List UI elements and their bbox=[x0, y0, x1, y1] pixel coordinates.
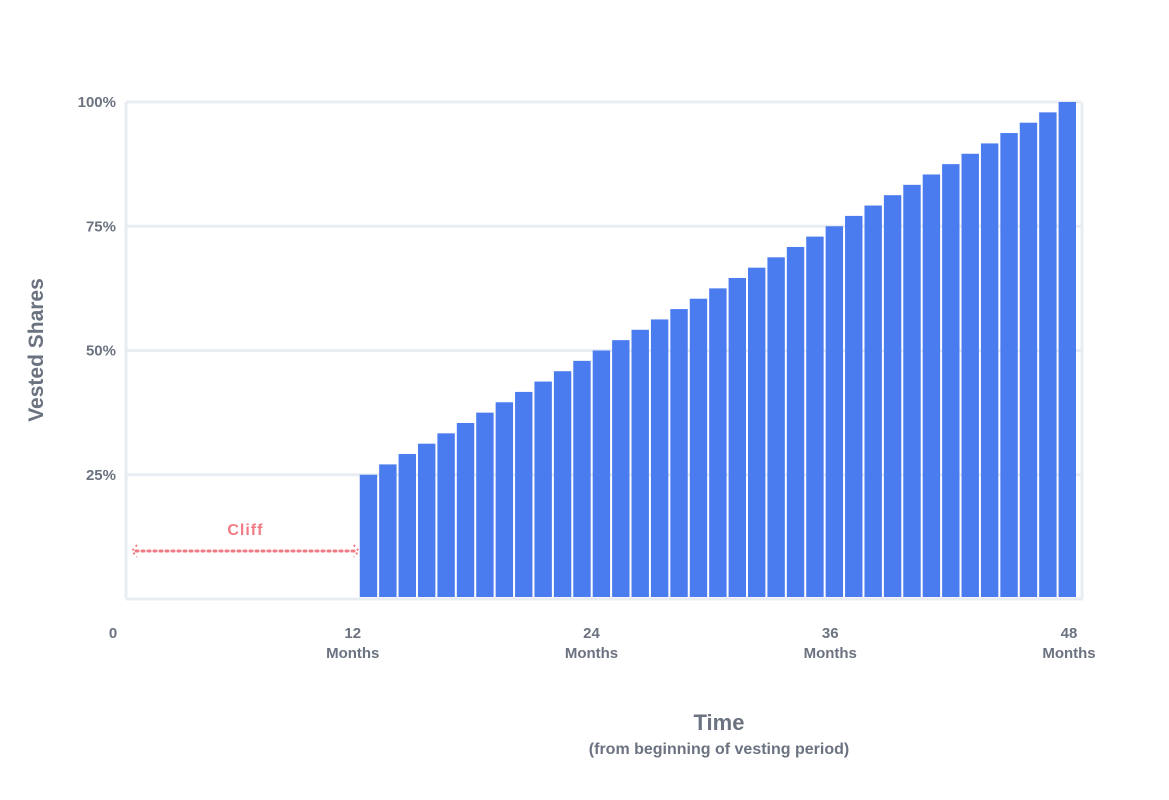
y-tick-label: 25% bbox=[86, 467, 116, 484]
cliff-label: Cliff bbox=[227, 522, 263, 539]
bar bbox=[379, 464, 397, 597]
x-tick-label: 36 bbox=[822, 625, 839, 642]
bar bbox=[922, 174, 941, 598]
y-tick-labels: 25% 50% 75% 100% bbox=[78, 94, 116, 484]
x-tick-label: 12 bbox=[344, 625, 361, 642]
x-tick-sublabel: Months bbox=[1042, 645, 1095, 662]
bar bbox=[709, 288, 727, 598]
bar bbox=[1058, 102, 1076, 597]
x-tick-label: 24 bbox=[583, 625, 600, 642]
x-axis-subtitle: (from beginning of vesting period) bbox=[589, 741, 849, 758]
bar bbox=[845, 215, 863, 597]
y-tick-label: 75% bbox=[86, 218, 116, 235]
bar bbox=[573, 360, 591, 597]
bar bbox=[398, 454, 416, 597]
bar bbox=[942, 164, 960, 598]
bar bbox=[961, 153, 979, 597]
cliff-annotation: Cliff bbox=[130, 522, 361, 558]
x-tick-sublabel: Months bbox=[804, 645, 857, 662]
y-axis-title: Vested Shares bbox=[25, 278, 48, 422]
bar bbox=[864, 205, 882, 598]
bar bbox=[728, 278, 746, 597]
y-tick-label: 100% bbox=[78, 94, 116, 111]
y-tick-label: 50% bbox=[86, 343, 116, 360]
x-tick-label: 48 bbox=[1061, 625, 1078, 642]
bar bbox=[786, 246, 805, 597]
bar bbox=[553, 371, 572, 597]
bar bbox=[806, 236, 824, 597]
bar bbox=[631, 329, 649, 597]
bar bbox=[612, 340, 630, 597]
bar bbox=[515, 391, 533, 597]
x-axis-title: Time bbox=[694, 710, 745, 735]
bar bbox=[534, 381, 552, 597]
x-tick-sublabel: Months bbox=[326, 645, 379, 662]
bar bbox=[1019, 122, 1038, 598]
x-tick-labels: 0 12 Months 24 Months 36 Months 48 Months bbox=[109, 625, 1096, 662]
bar bbox=[980, 143, 999, 598]
bar-series bbox=[359, 102, 1076, 598]
bar bbox=[689, 298, 708, 597]
bar bbox=[1000, 133, 1018, 597]
x-tick-sublabel: Months bbox=[565, 645, 618, 662]
bar bbox=[650, 319, 669, 597]
bar bbox=[670, 309, 688, 597]
bar bbox=[592, 350, 611, 597]
bar bbox=[825, 226, 844, 597]
bar bbox=[476, 412, 494, 598]
bar bbox=[437, 433, 455, 597]
bar bbox=[359, 474, 378, 597]
x-tick-label: 0 bbox=[109, 625, 117, 642]
bar bbox=[1039, 112, 1057, 597]
axes bbox=[124, 102, 1084, 601]
bar bbox=[417, 443, 436, 597]
bar bbox=[747, 267, 766, 597]
bar bbox=[495, 402, 514, 597]
bar bbox=[456, 422, 475, 597]
bar bbox=[883, 195, 902, 597]
bar bbox=[767, 257, 785, 597]
bar bbox=[903, 184, 921, 597]
